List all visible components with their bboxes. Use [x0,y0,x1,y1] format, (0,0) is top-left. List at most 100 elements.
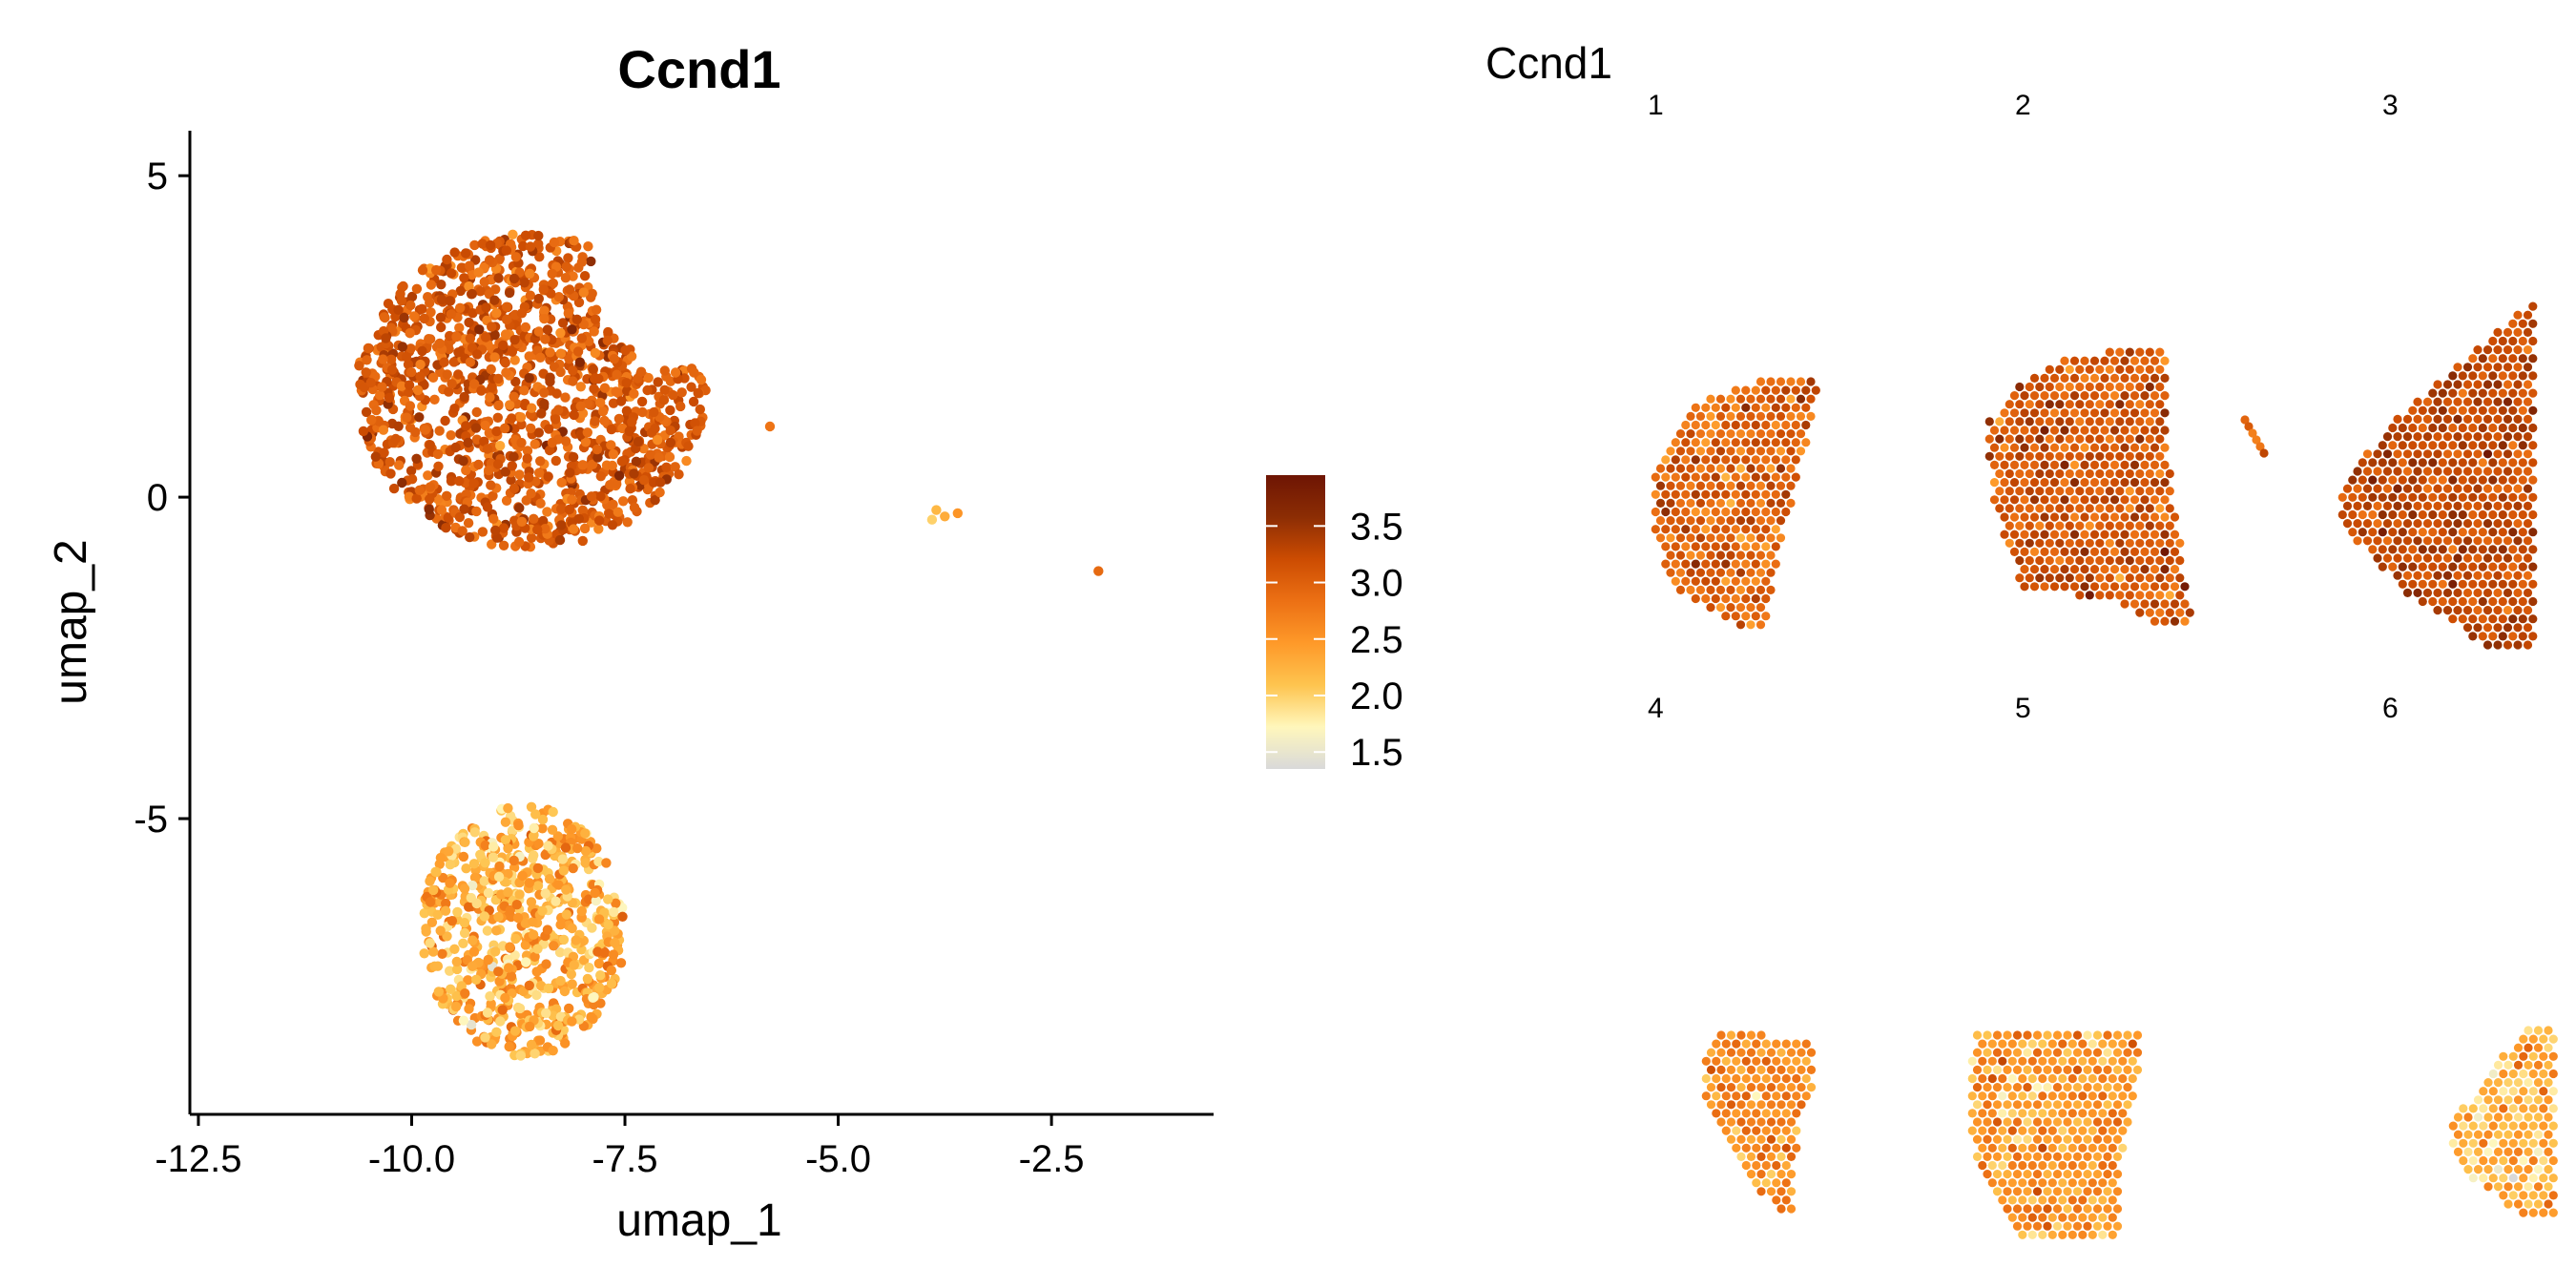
spatial-spot [2125,521,2134,530]
spatial-spot [1695,411,1706,421]
spatial-spot [1781,1039,1791,1049]
umap-point [502,314,512,325]
spatial-spot [2115,434,2125,444]
spatial-spot [2528,596,2538,607]
spatial-spot [1771,385,1780,395]
umap-point [621,378,632,388]
spatial-spot [2029,512,2040,522]
spatial-spot [2123,1117,2132,1127]
umap-point [377,382,387,392]
spatial-spot [1731,559,1740,569]
umap-point [494,253,505,264]
spatial-spot [2049,512,2060,522]
spatial-spot [2027,1091,2037,1101]
spatial-spot [2020,408,2029,418]
spatial-spot [2063,1152,2072,1161]
spatial-spot [2468,492,2478,502]
spatial-spot [2108,1195,2117,1205]
spatial-spot [1741,472,1751,482]
umap-point [479,876,489,886]
umap-point [485,991,495,1002]
spatial-spot [2045,468,2054,479]
umap-point [595,471,606,482]
spatial-panel-label: 3 [2382,90,2399,121]
spatial-spot [2072,1100,2083,1110]
spatial-spot [2438,528,2447,537]
spatial-spot [2508,509,2518,520]
spatial-spot [1766,411,1776,421]
spatial-spot [2513,1199,2524,1209]
umap-point [568,376,578,386]
spatial-spot [1987,1091,1997,1101]
spatial-spot [2120,495,2129,505]
spatial-spot [2393,449,2402,459]
spatial-spot [2025,573,2034,583]
umap-point [533,839,544,849]
spatial-spot [2468,423,2478,433]
spatial-spot [2544,1026,2553,1035]
spatial-spot [2418,509,2427,520]
spatial-spot [2072,1187,2083,1196]
spatial-spot [2493,501,2503,511]
spatial-spot [1681,420,1691,430]
spatial-spot [1984,434,1994,444]
spatial-spot [1695,429,1706,439]
umap-point [393,421,404,431]
umap-point [571,314,582,324]
spatial-spot [2135,364,2145,374]
spatial-spot [2498,388,2507,398]
spatial-spot [2468,632,2478,641]
spatial-spot [1731,385,1740,395]
spatial-spot [2422,449,2433,459]
umap-point [576,905,587,917]
spatial-spot [2493,571,2503,580]
spatial-spot [2072,1152,2083,1161]
spatial-spot [2165,487,2174,496]
spatial-spot [1786,377,1796,386]
umap-point [405,343,416,354]
spatial-spot [1741,385,1751,395]
spatial-spot [2463,1130,2473,1139]
spatial-spot [2513,363,2523,372]
spatial-spot [1998,1160,2007,1171]
spatial-spot [2398,441,2407,450]
umap-point [563,253,573,263]
spatial-spot [2043,1030,2052,1040]
umap-point [361,406,372,418]
spatial-spot [2135,504,2145,513]
spatial-spot [2544,1095,2553,1105]
umap-point [465,357,476,367]
umap-point [568,451,579,463]
spatial-spot [1752,1039,1761,1049]
spatial-spot [1967,1056,1977,1066]
spatial-spot [2027,1143,2037,1153]
spatial-spot [2015,487,2025,496]
spatial-spot [1781,403,1791,412]
spatial-spot [1726,1048,1736,1057]
spatial-spot [2092,1117,2103,1127]
umap-point [461,421,471,431]
spatial-spot [2422,571,2433,580]
spatial-spot [2007,1213,2017,1222]
spatial-spot [2120,391,2129,401]
spatial-spot [2083,1083,2092,1092]
spatial-spot [2078,1073,2088,1084]
spatial-spot [2402,571,2413,580]
spatial-spot [1776,464,1786,473]
spatial-spot [2125,555,2134,566]
umap-point [503,887,513,898]
spatial-spot [1786,1117,1797,1127]
spatial-spot [2060,478,2069,488]
spatial-spot [2458,388,2467,398]
spatial-spot [2132,1065,2143,1074]
spatial-spot [1726,1030,1736,1040]
umap-point [449,404,460,414]
spatial-spot [2393,571,2402,580]
spatial-spot [2503,363,2513,372]
spatial-spot [1776,447,1786,456]
spatial-spot [2488,509,2498,520]
spatial-spot [1998,1073,2007,1084]
umap-point [491,426,502,437]
spatial-spot [2438,441,2447,450]
umap-point [509,950,520,961]
